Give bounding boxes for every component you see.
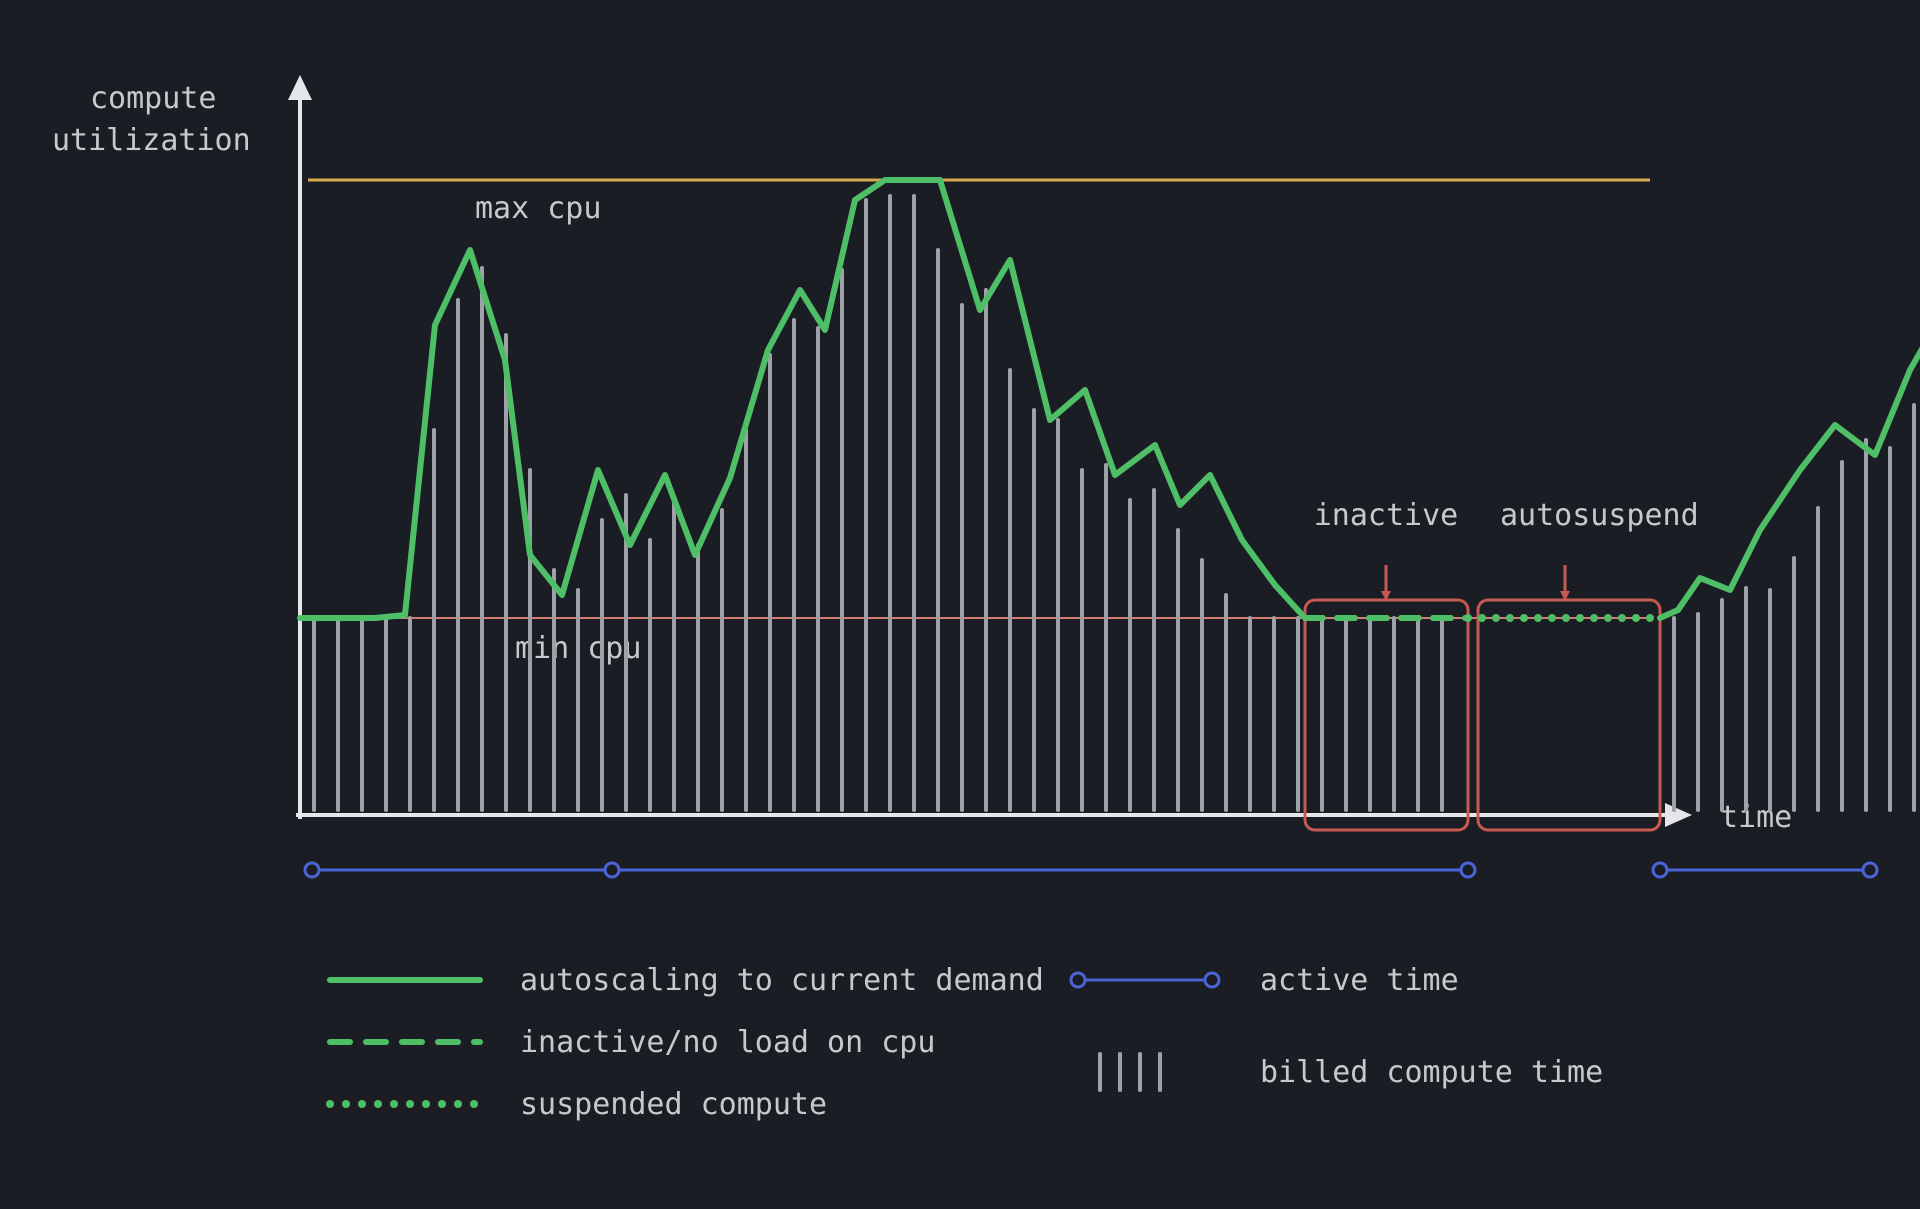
max-cpu-label: max cpu [475,191,601,226]
x-axis-title: time [1720,800,1792,835]
legend-label: billed compute time [1260,1055,1603,1090]
autoscale-curve-resume [1660,250,1920,618]
inactive-label: inactive [1314,498,1459,533]
legend-label: active time [1260,963,1459,998]
y-axis-title-2: utilization [52,123,251,158]
autoscaling-diagram: computeutilizationtimemax cpumin cpuinac… [0,0,1920,1209]
legend: autoscaling to current demand inactive/no… [326,963,1603,1122]
autosuspend-region [1478,600,1660,830]
y-axis-title-1: compute [90,81,216,116]
legend-label: inactive/no load on cpu [520,1025,935,1060]
legend-label: suspended compute [520,1087,827,1122]
autosuspend-label: autosuspend [1500,498,1699,533]
legend-label: autoscaling to current demand [520,963,1044,998]
